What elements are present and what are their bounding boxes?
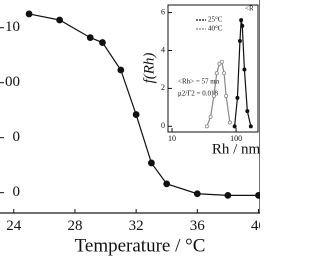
annotation: <Rh> = 57 nm bbox=[178, 78, 220, 86]
main-frame bbox=[0, 0, 260, 214]
series-point bbox=[224, 93, 229, 98]
data-point bbox=[56, 16, 64, 24]
series-point bbox=[240, 23, 245, 28]
x-axis-label: Temperature / °C bbox=[75, 235, 206, 256]
data-point bbox=[86, 34, 94, 41]
series-point bbox=[208, 114, 213, 119]
series-point bbox=[237, 39, 242, 44]
x-tick-label: 28 bbox=[67, 218, 82, 234]
series-point bbox=[222, 71, 227, 76]
x-tick-label: 24 bbox=[6, 218, 22, 234]
x-tick-label: 100 bbox=[230, 134, 242, 143]
series-point bbox=[235, 95, 240, 100]
y-tick-label: 4 bbox=[161, 45, 165, 54]
inset-x-label: Rh / nm bbox=[212, 141, 260, 157]
series-point bbox=[248, 124, 253, 129]
y-tick-label: 6 bbox=[161, 7, 165, 16]
series-line bbox=[234, 20, 252, 127]
x-tick-label: 10 bbox=[168, 134, 176, 143]
data-point bbox=[99, 39, 106, 46]
series-point bbox=[239, 18, 244, 23]
inset-y-label: f(Rh) bbox=[141, 53, 157, 84]
data-point bbox=[224, 192, 232, 199]
data-point bbox=[255, 192, 260, 199]
series-point bbox=[219, 59, 224, 64]
data-point bbox=[117, 66, 125, 74]
series-point bbox=[214, 71, 219, 76]
data-point bbox=[25, 10, 33, 18]
y-tick-label: 0 bbox=[13, 129, 21, 145]
series-point bbox=[232, 124, 237, 129]
y-tick-label: 10 bbox=[5, 19, 20, 35]
data-point bbox=[148, 159, 155, 167]
data-point bbox=[193, 190, 201, 198]
series-point bbox=[211, 93, 216, 98]
y-tick-label: 0 bbox=[161, 121, 165, 130]
legend-label: 40°C bbox=[208, 25, 223, 33]
legend-label: 25°C bbox=[208, 16, 223, 24]
y-tick-label: 0 bbox=[13, 184, 21, 200]
series-point bbox=[227, 120, 232, 125]
series-point bbox=[242, 67, 247, 72]
x-tick-label: 36 bbox=[190, 218, 206, 234]
annotation: <R bbox=[245, 5, 254, 13]
series-point bbox=[204, 124, 209, 129]
y-tick-label: 00 bbox=[5, 74, 20, 90]
annotation: μ2/Γ2 = 0.018 bbox=[178, 90, 218, 98]
data-point bbox=[163, 180, 171, 188]
x-tick-label: 32 bbox=[129, 218, 144, 234]
chart: Temperature / °C Rh / nm f(Rh) <Rh> = 57… bbox=[0, 0, 260, 256]
data-point bbox=[132, 111, 140, 118]
x-tick-label: 40 bbox=[251, 218, 260, 234]
series-point bbox=[245, 109, 250, 114]
y-tick-label: 2 bbox=[161, 83, 165, 92]
